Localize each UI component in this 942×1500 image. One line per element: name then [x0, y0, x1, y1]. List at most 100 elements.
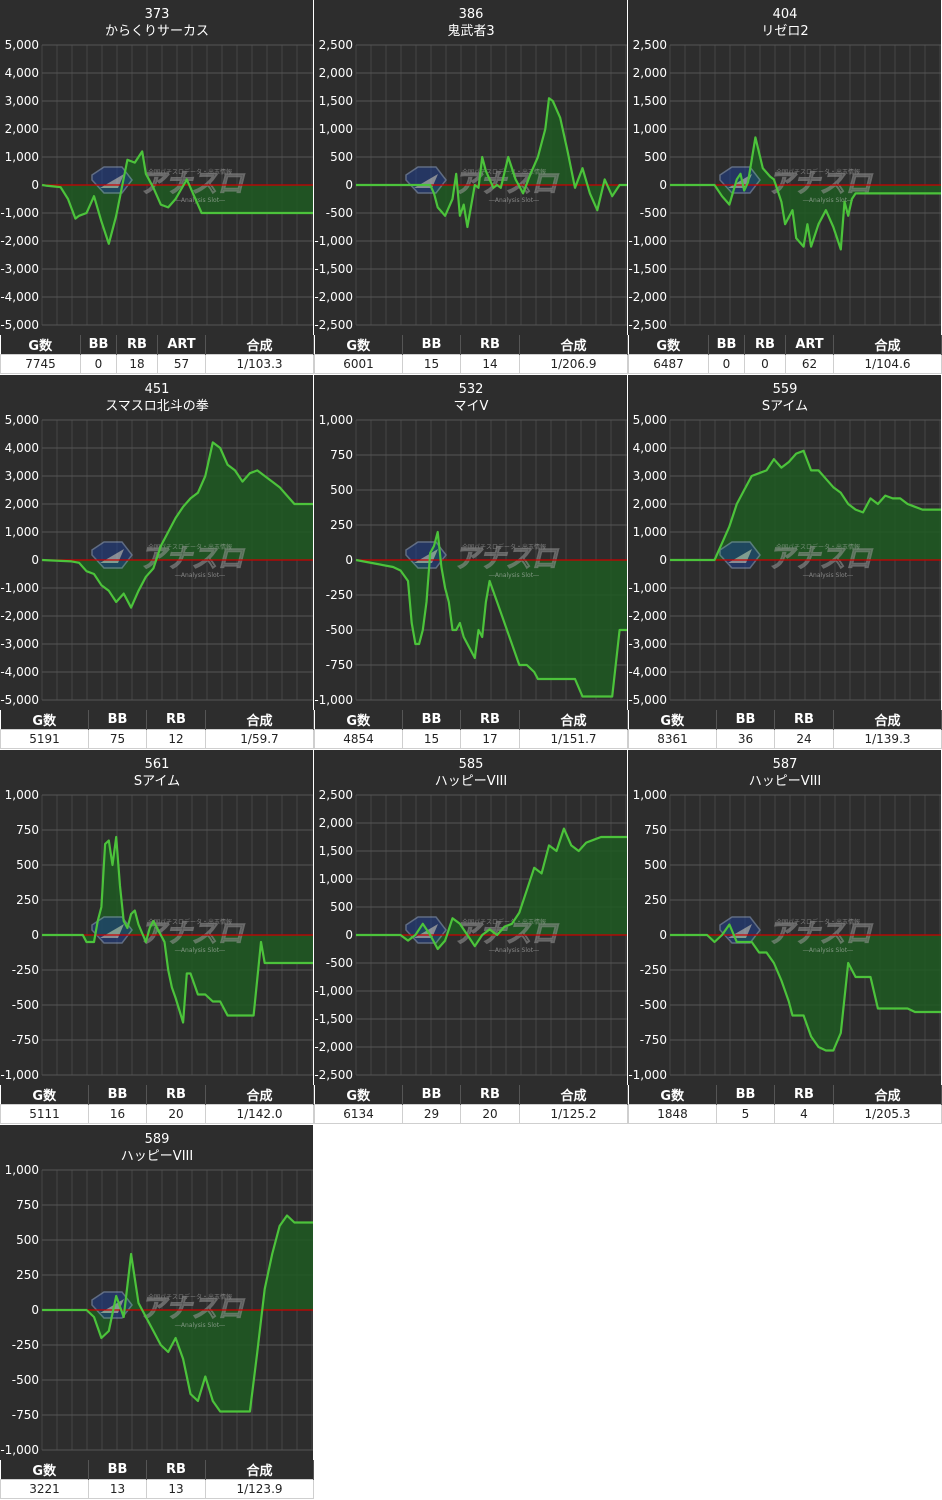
series-line [41, 441, 313, 609]
chart-panel: 1,000 750 500 250 0 -250 -500 -750 -1,000 532 マイV ア… [314, 375, 628, 749]
stats-table: G数 BB RB ART 合成 6487 0 0 62 1/104.6 [628, 335, 942, 374]
stats-header: RB [146, 710, 206, 730]
watermark-sub-text: ―Analysis Slot― [175, 947, 225, 954]
stats-value: 13 [88, 1479, 147, 1499]
chart-panel: 5,000 4,000 3,000 2,000 1,000 0 -1,000 -2,000 -3… [0, 0, 314, 374]
watermark-tagline: 全国パチスロデータ・出玉情報 [462, 918, 546, 926]
chart-background [314, 0, 627, 335]
y-tick-label: 500 [330, 483, 353, 497]
y-tick-label: -500 [640, 998, 667, 1012]
y-tick-label: 500 [330, 150, 353, 164]
chart-svg: 5,000 4,000 3,000 2,000 1,000 0 -1,000 -2,000 -3… [0, 0, 313, 335]
y-tick-label: -4,000 [0, 290, 39, 304]
y-tick-label: -2,000 [0, 234, 39, 248]
y-tick-label: 0 [659, 178, 667, 192]
stats-value-row: 6487 0 0 62 1/104.6 [628, 354, 942, 374]
stats-value: 18 [116, 354, 158, 374]
stats-value: 1/59.7 [205, 729, 314, 749]
watermark-sub-text: ―Analysis Slot― [175, 1322, 225, 1329]
stats-header: 合成 [205, 1460, 314, 1480]
stats-header: BB [80, 335, 117, 355]
stats-table: G数 BB RB 合成 5191 75 12 1/59.7 [0, 710, 314, 749]
area-fill [670, 137, 941, 250]
y-tick-label: 750 [16, 1198, 39, 1212]
y-tick-label: -1,000 [314, 693, 353, 707]
watermark-hex-icon [405, 166, 447, 194]
stats-header: BB [402, 1085, 461, 1105]
series-line [670, 136, 941, 251]
y-tick-label: 250 [330, 518, 353, 532]
y-tick-label: 2,000 [5, 122, 39, 136]
y-tick-label: -500 [12, 998, 39, 1012]
watermark-logo-text: アナスロ [140, 1294, 245, 1324]
stats-header: 合成 [519, 1085, 628, 1105]
y-tick-label: -1,500 [628, 262, 667, 276]
stats-value: 5191 [0, 729, 89, 749]
watermark-sub-text: ―Analysis Slot― [803, 572, 853, 579]
chart-svg: 1,000 750 500 250 0 -250 -500 -750 -1,000 532 マイV ア… [314, 375, 627, 710]
stats-value: 0 [708, 354, 745, 374]
series-line [356, 97, 627, 229]
stats-value: 12 [146, 729, 206, 749]
y-tick-label: -2,000 [628, 290, 667, 304]
stats-value: 29 [402, 1104, 461, 1124]
chart-panel: 1,000 750 500 250 0 -250 -500 -750 -1,000 589 ハッピー… [0, 1125, 314, 1499]
watermark-sub-text: ―Analysis Slot― [489, 197, 539, 204]
machine-name: リゼロ2 [761, 24, 808, 39]
stats-header-row: G数 BB RB ART 合成 [628, 335, 942, 355]
y-tick-label: 500 [330, 900, 353, 914]
y-tick-label: 2,000 [5, 497, 39, 511]
stats-value: 36 [716, 729, 775, 749]
y-tick-label: -1,000 [314, 984, 353, 998]
y-tick-label: 250 [644, 893, 667, 907]
stats-header: 合成 [205, 335, 314, 355]
watermark-logo-text: アナスロ [454, 544, 559, 574]
watermark-logo-text: アナスロ [454, 169, 559, 199]
stats-header: BB [402, 710, 461, 730]
watermark-logo: アナスロ―Analysis Slot― 全国パチスロデータ・出玉情報 [719, 541, 874, 579]
stats-header: G数 [628, 335, 709, 355]
stats-value: 1/142.0 [205, 1104, 314, 1124]
stats-value: 15 [402, 729, 461, 749]
y-tick-label: -250 [326, 588, 353, 602]
chart-svg: 2,500 2,000 1,500 1,000 500 0 -500 -1,000 -1,500… [314, 0, 627, 335]
watermark-tagline: 全国パチスロデータ・出玉情報 [148, 543, 232, 551]
chart-panel: 2,500 2,000 1,500 1,000 500 0 -500 -1,000 -1,500… [314, 0, 628, 374]
chart-svg: 1,000 750 500 250 0 -250 -500 -750 -1,000 561 Sアイム… [0, 750, 313, 1085]
y-tick-label: -1,000 [0, 581, 39, 595]
stats-header: 合成 [833, 710, 942, 730]
y-tick-label: 1,000 [319, 122, 353, 136]
stats-header-row: G数 BB RB 合成 [314, 710, 628, 730]
stats-value: 1/125.2 [519, 1104, 628, 1124]
chart-svg: 2,500 2,000 1,500 1,000 500 0 -500 -1,000 -1,500… [314, 750, 627, 1085]
stats-header: G数 [314, 710, 403, 730]
y-tick-label: 500 [16, 1233, 39, 1247]
stats-header: RB [460, 710, 520, 730]
stats-header-row: G数 BB RB 合成 [0, 1460, 314, 1480]
stats-value-row: 5111 16 20 1/142.0 [0, 1104, 314, 1124]
stats-value: 0 [80, 354, 117, 374]
stats-value-row: 1848 5 4 1/205.3 [628, 1104, 942, 1124]
y-tick-label: 4,000 [5, 441, 39, 455]
stats-value: 3221 [0, 1479, 89, 1499]
stats-header: BB [88, 710, 147, 730]
y-tick-label: 250 [16, 893, 39, 907]
watermark-sub-text: ―Analysis Slot― [489, 572, 539, 579]
machine-number: 561 [145, 757, 170, 772]
y-tick-label: 750 [330, 448, 353, 462]
y-tick-label: 3,000 [5, 94, 39, 108]
machine-name: ハッピーVIII [749, 774, 821, 789]
machine-number: 386 [459, 7, 484, 22]
watermark-logo: アナスロ―Analysis Slot― 全国パチスロデータ・出玉情報 [91, 541, 246, 579]
watermark-logo-text: アナスロ [768, 919, 873, 949]
y-tick-label: -1,500 [314, 1012, 353, 1026]
y-tick-label: 1,500 [633, 94, 667, 108]
stats-header-row: G数 BB RB 合成 [314, 1085, 628, 1105]
stats-value: 16 [88, 1104, 147, 1124]
y-tick-label: 0 [31, 553, 39, 567]
stats-value: 75 [88, 729, 147, 749]
y-tick-label: -2,500 [314, 1068, 353, 1082]
machine-number: 404 [773, 7, 798, 22]
area-fill [670, 450, 941, 560]
y-tick-label: -2,500 [314, 318, 353, 332]
